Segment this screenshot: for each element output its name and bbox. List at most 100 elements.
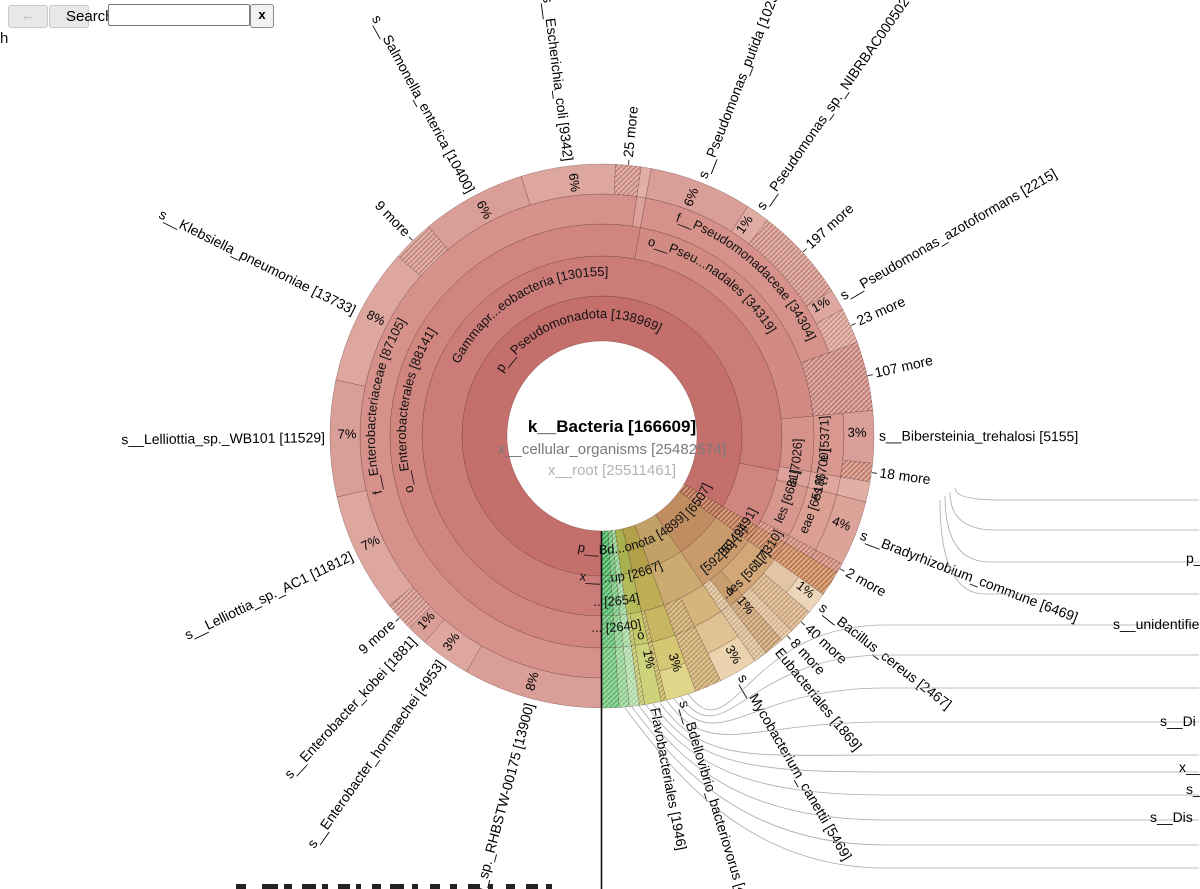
clipped-bottom-text-fragment [488, 884, 493, 889]
percent-label: 8% [522, 670, 541, 692]
clipped-bottom-text-fragment [506, 884, 515, 889]
callout-label[interactable]: s__unidentifie [1113, 616, 1200, 632]
search-input[interactable] [108, 4, 250, 26]
percent-label: 3% [666, 651, 686, 674]
species-label[interactable]: s__Bradyrhizobium_commune [6469] [858, 527, 1080, 625]
more-leader-line [867, 374, 873, 377]
callout-line [666, 700, 1199, 735]
wedge-hatch-overlay [729, 595, 782, 653]
wedge-hatch-overlay [611, 530, 622, 576]
wedge-hatch-overlay [801, 342, 873, 417]
wedge-hatch-overlay [631, 645, 645, 706]
callout-label[interactable]: s__Dis [1150, 809, 1193, 825]
wedge-hatch-overlay [641, 610, 653, 643]
wedge-hatch-overlay [602, 647, 620, 708]
more-label[interactable]: 2 more [843, 564, 889, 599]
more-leader-line [408, 236, 413, 241]
more-label[interactable]: 25 more [620, 105, 641, 158]
species-label[interactable]: s__Bibersteinia_trehalosi [5155] [879, 428, 1078, 445]
wedge-hatch-overlay [602, 575, 614, 616]
clipped-text-fragment: h [0, 30, 9, 47]
species-label[interactable]: s__Mycobacterium_canettii [5469] [735, 671, 855, 863]
species-label[interactable]: s__Lelliottia_sp._WB101 [11529] [121, 429, 325, 447]
wedge-hatch-overlay [785, 535, 816, 558]
wedge-hatch-overlay [614, 164, 642, 197]
callout-line [631, 706, 1199, 846]
toolbar: ← → Search: x [0, 0, 1200, 34]
search-label: Search: [66, 8, 118, 25]
more-label[interactable]: 107 more [873, 352, 934, 381]
callout-label[interactable]: p_ [1186, 550, 1200, 566]
callout-line [645, 704, 1199, 796]
species-label[interactable]: s__Lelliottia_sp._AC1 [11812] [182, 548, 356, 643]
wedge-hatch-overlay [757, 520, 790, 543]
species-label[interactable]: s__Pseudomonas_azotoformans [2215] [837, 165, 1059, 303]
species-label[interactable]: s__Bdellovibrio_bacteriovorus [4866] [676, 698, 758, 889]
callout-line [687, 624, 1199, 711]
callout-line [939, 499, 1199, 595]
ring-label[interactable]: o [636, 627, 646, 643]
species-label[interactable]: s__Enterobacter_sp._RHBSTW-00175 [13900] [446, 701, 537, 889]
more-label[interactable]: 197 more [802, 200, 857, 252]
clipped-bottom-text-fragment [430, 884, 440, 889]
wedge-hatch-overlay [607, 530, 617, 576]
ring-label[interactable]: .. [2654] [593, 590, 641, 609]
wedge-hatch-overlay [615, 646, 630, 708]
more-label[interactable]: 18 more [879, 464, 932, 487]
wedge[interactable] [707, 635, 756, 681]
wedge-hatch-overlay [602, 530, 611, 576]
more-label[interactable]: 23 more [854, 293, 908, 329]
callout-label[interactable]: x__ [1179, 759, 1200, 775]
wedge[interactable] [786, 576, 824, 613]
back-button[interactable]: ← [8, 5, 48, 28]
wedge[interactable] [335, 255, 421, 387]
more-leader-line [786, 635, 792, 640]
percent-label: 3% [848, 425, 867, 440]
ring-label[interactable]: ... [2640] [591, 616, 642, 635]
wedge-hatch-overlay [715, 506, 758, 541]
species-label[interactable]: s__Salmonella_enterica [10400] [369, 12, 478, 196]
percent-label: 4% [830, 513, 853, 534]
wedge-hatch-overlay [397, 226, 448, 276]
wedge[interactable] [640, 197, 830, 364]
percent-label: 6% [566, 172, 583, 193]
callout-label[interactable]: s__Di [1160, 713, 1196, 729]
callout-line [949, 491, 1199, 531]
more-leader-line [871, 472, 878, 474]
ring-label[interactable]: e [5371] [816, 415, 832, 463]
callout-line [659, 702, 1199, 756]
wedge-hatch-overlay [664, 597, 695, 636]
percent-label: 6% [681, 185, 702, 208]
callout-line [652, 703, 1199, 773]
wedge-hatch-overlay [721, 605, 766, 661]
callout-line [944, 495, 1199, 563]
clear-x-label: x [258, 7, 266, 22]
clipped-bottom-text-fragment [302, 884, 316, 889]
clipped-bottom-text-fragment [338, 884, 350, 889]
wedge-hatch-overlay [613, 615, 624, 648]
wedge-hatch-overlay [620, 614, 632, 647]
more-leader-line [802, 248, 807, 253]
clipped-bottom-text-fragment [372, 884, 381, 889]
more-label[interactable]: 9 more [372, 197, 414, 240]
wedge-hatch-overlay [703, 579, 730, 612]
percent-label: 1% [640, 648, 658, 670]
wedge[interactable] [461, 295, 743, 577]
more-leader-line [395, 617, 400, 622]
wedge[interactable] [389, 223, 641, 649]
callout-line [624, 707, 1199, 869]
callout-label[interactable]: s_ [1186, 781, 1200, 797]
wedge[interactable] [658, 662, 697, 701]
wedge-hatch-overlay [626, 613, 636, 646]
clipped-bottom-text-fragment [468, 884, 480, 889]
wedge-hatch-overlay [811, 549, 842, 573]
species-label[interactable]: s__Klebsiella_pneumoniae [13733] [157, 206, 359, 318]
wedge-hatch-overlay [602, 615, 616, 648]
clear-search-button[interactable]: x [250, 4, 274, 28]
forward-button[interactable]: → [49, 5, 89, 28]
percent-label: 7% [337, 426, 356, 441]
wedge-hatch-overlay [679, 483, 723, 518]
wedge-hatch-overlay [389, 586, 432, 630]
